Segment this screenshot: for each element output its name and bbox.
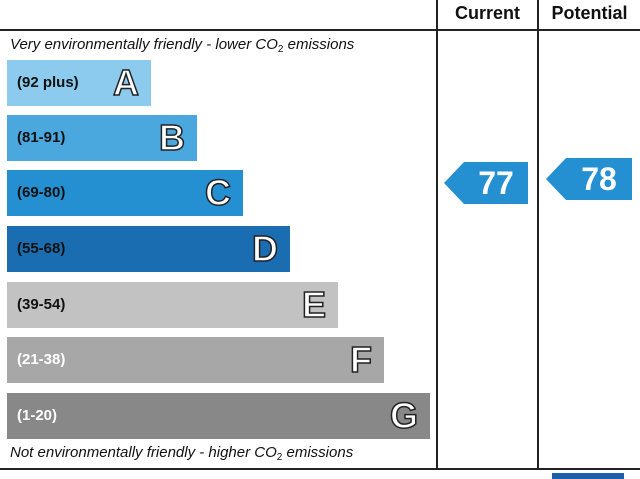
bottom-note: Not environmentally friendly - higher CO… <box>10 444 353 463</box>
band-letter: E <box>301 283 327 326</box>
divider-left <box>436 0 438 470</box>
column-header-current: Current <box>454 3 520 23</box>
divider-middle <box>537 0 539 470</box>
rating-band-f: (21-38) F <box>7 337 384 383</box>
current-rating-arrow: 77 <box>444 162 528 204</box>
rating-band-d: (55-68) D <box>7 226 290 272</box>
rating-band-g: (1-20) G <box>7 393 430 439</box>
potential-arrow-shape <box>546 158 632 200</box>
band-letter: A <box>112 61 140 104</box>
bottom-note-suffix: emissions <box>282 444 354 461</box>
top-note-suffix: emissions <box>283 36 355 53</box>
rating-band-c: (69-80) C <box>7 170 243 216</box>
band-range-label: (69-80) <box>17 184 66 201</box>
top-note: Very environmentally friendly - lower CO… <box>10 36 354 55</box>
current-arrow-shape <box>444 162 528 204</box>
top-note-subscript: 2 <box>277 44 284 55</box>
rating-band-e: (39-54) E <box>7 282 338 328</box>
bottom-rule <box>0 468 640 470</box>
band-range-label: (81-91) <box>17 129 66 146</box>
band-range-label: (1-20) <box>17 407 58 424</box>
band-letter: D <box>251 227 279 270</box>
bottom-note-text: Not environmentally friendly - higher CO <box>10 444 277 461</box>
column-header-potential: Potential <box>551 3 628 23</box>
rating-band-a: (92 plus) A <box>7 60 151 106</box>
header-rule <box>0 29 640 31</box>
bottom-note-subscript: 2 <box>276 452 283 463</box>
potential-rating-value: 78 <box>581 161 617 197</box>
band-range-label: (92 plus) <box>17 74 79 91</box>
rating-band-b: (81-91) B <box>7 115 197 161</box>
band-letter: G <box>389 394 419 437</box>
potential-rating-arrow: 78 <box>546 158 632 200</box>
top-note-text: Very environmentally friendly - lower CO <box>10 36 278 53</box>
band-range-label: (39-54) <box>17 296 66 313</box>
current-rating-value: 77 <box>478 165 514 201</box>
band-range-label: (21-38) <box>17 351 66 368</box>
band-letter: B <box>158 116 186 159</box>
band-range-label: (55-68) <box>17 240 66 257</box>
band-letter: C <box>204 171 232 214</box>
next-section-tab <box>552 473 624 479</box>
band-letter: F <box>349 338 373 381</box>
